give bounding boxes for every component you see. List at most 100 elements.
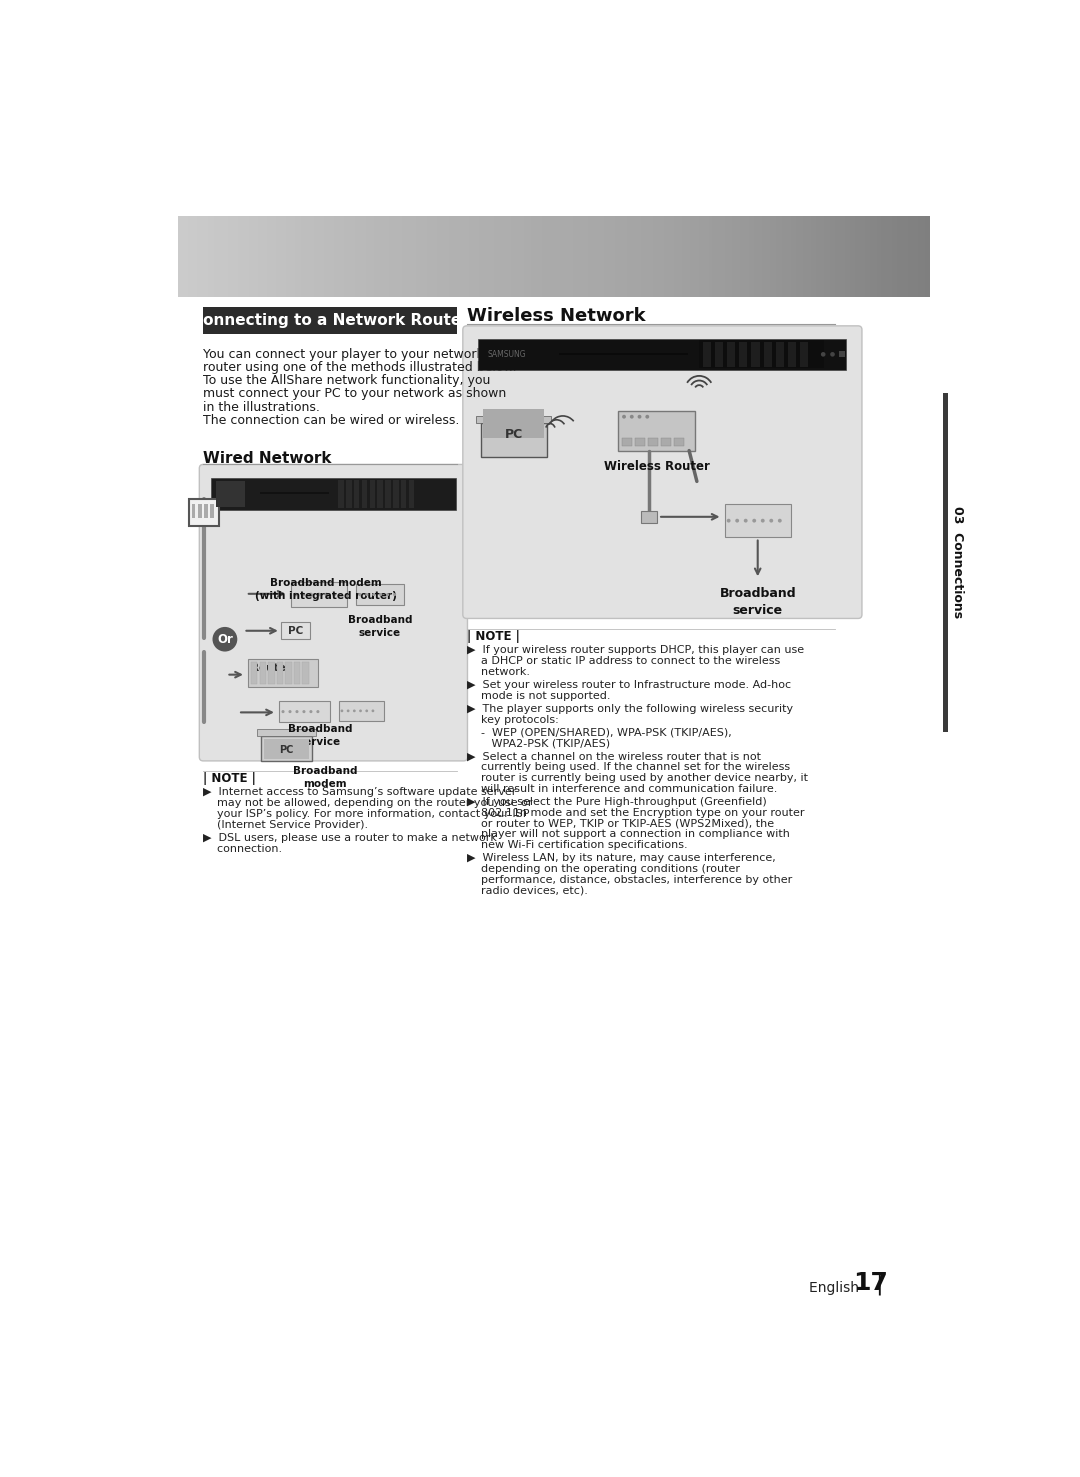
Circle shape	[387, 594, 389, 597]
Circle shape	[735, 518, 739, 523]
Bar	[661, 439, 672, 446]
Text: SAMSUNG: SAMSUNG	[488, 350, 526, 359]
Circle shape	[316, 592, 321, 597]
Circle shape	[839, 352, 845, 356]
Circle shape	[296, 710, 298, 713]
Bar	[393, 480, 399, 508]
Bar	[715, 343, 724, 366]
Bar	[943, 393, 948, 731]
Bar	[338, 480, 343, 508]
Text: ▶  DSL users, please use a router to make a network: ▶ DSL users, please use a router to make…	[203, 833, 497, 843]
Circle shape	[324, 592, 328, 597]
Bar	[268, 662, 274, 684]
Text: new Wi-Fi certification specifications.: new Wi-Fi certification specifications.	[467, 840, 687, 851]
Bar	[211, 477, 456, 510]
Circle shape	[379, 594, 382, 597]
Circle shape	[347, 709, 350, 712]
Circle shape	[821, 352, 825, 356]
Circle shape	[727, 518, 730, 523]
Text: Broadband
modem: Broadband modem	[293, 765, 357, 789]
Bar	[356, 583, 404, 606]
Text: ▶  If you select the Pure High-throughput (Greenfield): ▶ If you select the Pure High-throughput…	[467, 798, 767, 806]
Text: 17: 17	[853, 1272, 889, 1295]
Bar	[618, 411, 696, 450]
Text: in the illustrations.: in the illustrations.	[203, 400, 320, 414]
FancyBboxPatch shape	[200, 464, 468, 761]
Circle shape	[744, 518, 747, 523]
Circle shape	[373, 594, 375, 597]
Bar	[260, 662, 266, 684]
Text: Broadband
service: Broadband service	[719, 586, 796, 617]
Text: will result in interference and communication failure.: will result in interference and communic…	[467, 784, 778, 795]
Bar	[203, 307, 458, 334]
Bar	[276, 662, 283, 684]
Bar	[559, 353, 688, 356]
Text: ▶  The player supports only the following wireless security: ▶ The player supports only the following…	[467, 705, 793, 713]
Circle shape	[288, 710, 292, 713]
Text: must connect your PC to your network as shown: must connect your PC to your network as …	[203, 387, 507, 400]
Text: Wired Network: Wired Network	[203, 450, 332, 465]
Bar	[339, 702, 383, 721]
Text: performance, distance, obstacles, interference by other: performance, distance, obstacles, interf…	[467, 874, 792, 885]
Text: currently being used. If the channel set for the wireless: currently being used. If the channel set…	[467, 762, 789, 772]
Text: To use the AllShare network functionality, you: To use the AllShare network functionalit…	[203, 374, 490, 387]
Text: English: English	[809, 1281, 868, 1295]
Bar	[401, 480, 406, 508]
Text: radio devices, etc).: radio devices, etc).	[467, 886, 588, 895]
Text: a DHCP or static IP address to connect to the wireless: a DHCP or static IP address to connect t…	[467, 656, 780, 666]
Circle shape	[393, 594, 396, 597]
Circle shape	[309, 592, 313, 597]
Circle shape	[340, 709, 343, 712]
Bar	[476, 417, 551, 422]
Bar	[378, 480, 383, 508]
Circle shape	[333, 592, 336, 597]
Text: Connecting to a Network Router: Connecting to a Network Router	[192, 313, 469, 328]
Circle shape	[372, 709, 375, 712]
Text: (Internet Service Provider).: (Internet Service Provider).	[203, 820, 368, 830]
Text: | NOTE |: | NOTE |	[467, 631, 519, 642]
Text: Wireless Network: Wireless Network	[467, 307, 646, 325]
Bar	[257, 728, 315, 736]
Circle shape	[294, 592, 297, 597]
Circle shape	[769, 518, 773, 523]
Bar	[642, 511, 657, 523]
Text: your ISP’s policy. For more information, contact your ISP: your ISP’s policy. For more information,…	[203, 808, 529, 818]
Bar	[135, 177, 972, 216]
Text: mode is not supported.: mode is not supported.	[467, 691, 610, 700]
Bar	[252, 662, 257, 684]
Text: connection.: connection.	[203, 843, 282, 854]
Text: 03  Connections: 03 Connections	[950, 507, 963, 619]
Text: player will not support a connection in compliance with: player will not support a connection in …	[467, 830, 789, 839]
Bar	[294, 662, 300, 684]
Bar	[839, 352, 845, 357]
Bar	[261, 736, 312, 761]
Bar	[279, 702, 329, 722]
Bar	[740, 343, 747, 366]
Bar	[483, 409, 544, 439]
Bar	[764, 343, 772, 366]
Bar	[189, 499, 218, 526]
Bar	[211, 505, 214, 518]
Circle shape	[316, 710, 320, 713]
Bar	[752, 343, 759, 366]
Text: depending on the operating conditions (router: depending on the operating conditions (r…	[467, 864, 740, 874]
Text: key protocols:: key protocols:	[467, 715, 558, 725]
Circle shape	[646, 415, 649, 418]
Text: PC: PC	[504, 428, 523, 442]
Bar	[248, 659, 318, 687]
Text: may not be allowed, depending on the router you use or: may not be allowed, depending on the rou…	[203, 798, 532, 808]
Text: Broadband
service: Broadband service	[287, 724, 352, 747]
Bar	[788, 343, 796, 366]
Text: 802.11n mode and set the Encryption type on your router: 802.11n mode and set the Encryption type…	[467, 808, 805, 818]
Text: WPA2-PSK (TKIP/AES): WPA2-PSK (TKIP/AES)	[467, 738, 610, 749]
Bar	[260, 492, 328, 495]
Text: ▶  Wireless LAN, by its nature, may cause interference,: ▶ Wireless LAN, by its nature, may cause…	[467, 854, 775, 863]
Text: The connection can be wired or wireless.: The connection can be wired or wireless.	[203, 414, 460, 427]
Circle shape	[360, 709, 362, 712]
Circle shape	[302, 710, 306, 713]
Text: Or: Or	[217, 632, 233, 645]
Text: ▶  Set your wireless router to Infrastructure mode. Ad-hoc: ▶ Set your wireless router to Infrastruc…	[467, 679, 791, 690]
Bar	[703, 343, 711, 366]
Text: ▶  Internet access to Samsung’s software update server: ▶ Internet access to Samsung’s software …	[203, 787, 516, 798]
Bar	[216, 480, 245, 507]
